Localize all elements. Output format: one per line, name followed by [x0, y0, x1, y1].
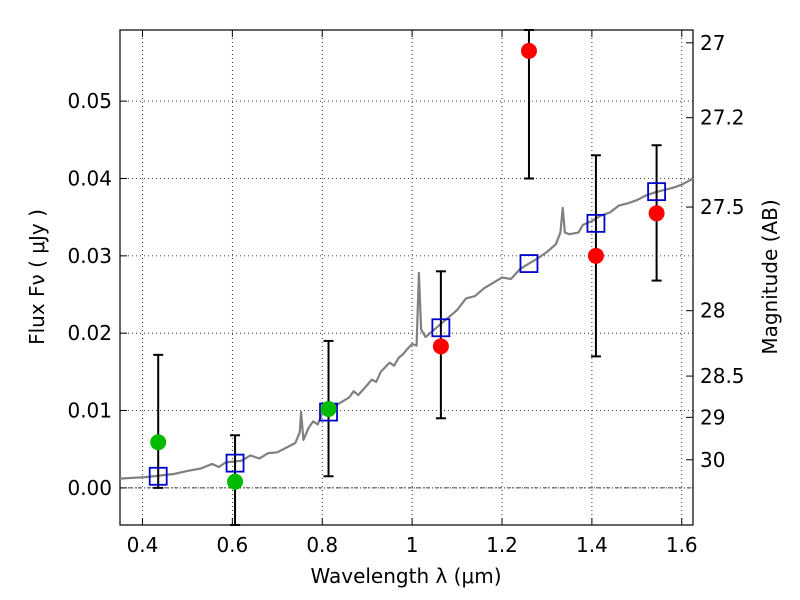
observed-photometry-series [150, 42, 665, 490]
right-tick-label-0: 27 [700, 31, 725, 55]
y-tick-label-5: 0.05 [67, 89, 112, 113]
right-tick-label-3: 28 [700, 299, 725, 323]
observed-point-2-1 [227, 473, 244, 490]
grid-lines [120, 30, 693, 525]
model-point-4 [519, 254, 539, 273]
model-point-3 [431, 318, 451, 338]
y-axis-ticks: 0.00 0.01 0.02 0.03 0.04 0.05 [67, 89, 127, 500]
y-tick-label-4: 0.04 [67, 167, 112, 191]
right-tick-label-6: 30 [700, 448, 725, 472]
x-tick-label-4: 1.2 [486, 533, 518, 557]
right-tick-label-1: 27.2 [700, 106, 745, 130]
x-tick-label-5: 1.4 [576, 533, 608, 557]
model-point-5 [586, 213, 606, 233]
y-tick-label-3: 0.03 [67, 244, 112, 268]
right-axis-ticks: 27 27.2 27.5 28 28.5 29 30 [686, 31, 745, 472]
observed-point-3-1 [520, 42, 537, 59]
observed-point-2-0 [150, 434, 167, 451]
model-point-6 [647, 182, 666, 202]
right-tick-label-2: 27.5 [700, 195, 745, 219]
plot-frame [119, 29, 694, 526]
y-tick-label-0: 0.00 [67, 476, 112, 500]
x-tick-label-2: 0.8 [306, 533, 338, 557]
y-tick-label-2: 0.02 [67, 321, 112, 345]
x-axis-label: Wavelength λ (μm) [310, 564, 501, 588]
observed-point-3-0 [432, 338, 449, 355]
model-photometry-series [148, 182, 666, 486]
model-point-1 [225, 453, 245, 473]
x-tick-label-0: 0.4 [127, 533, 159, 557]
y-tick-label-1: 0.01 [67, 399, 112, 423]
y-axis-label: Flux Fν ( μJy ) [25, 209, 49, 345]
x-tick-label-1: 0.6 [216, 533, 248, 557]
observed-point-3-3 [648, 205, 665, 222]
x-axis-ticks: 0.4 0.6 0.8 1 1.2 1.4 1.6 [127, 30, 698, 557]
spectrum-line [119, 177, 694, 480]
model-point-0 [148, 466, 168, 486]
spectrum-series [119, 177, 694, 480]
x-tick-label-6: 1.6 [666, 533, 698, 557]
right-axis-label: Magnitude (AB) [758, 199, 782, 354]
right-tick-label-5: 29 [700, 405, 725, 429]
error-bars [153, 29, 662, 526]
x-tick-label-3: 1 [406, 533, 419, 557]
observed-point-2-2 [320, 400, 337, 417]
right-tick-label-4: 28.5 [700, 364, 745, 388]
observed-point-3-2 [587, 247, 604, 264]
